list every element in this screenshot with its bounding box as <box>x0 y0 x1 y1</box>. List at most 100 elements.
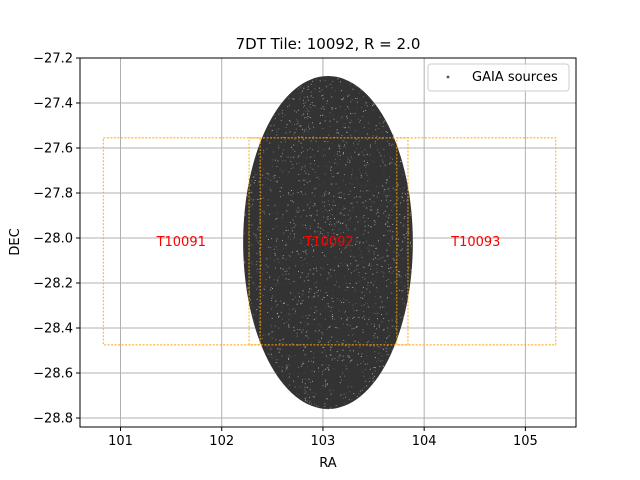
gaia-source-point <box>348 334 350 336</box>
gaia-source-point <box>349 210 351 212</box>
gaia-source-point <box>351 328 353 330</box>
gaia-source-point <box>277 279 279 281</box>
gaia-source-point <box>276 181 278 183</box>
gaia-source-point <box>337 242 339 244</box>
gaia-source-point <box>372 381 374 382</box>
gaia-source-point <box>316 310 318 312</box>
gaia-source-point <box>306 366 308 368</box>
gaia-source-point <box>288 193 290 195</box>
gaia-source-point <box>338 316 340 318</box>
gaia-source-point <box>298 300 299 302</box>
gaia-source-point <box>409 274 411 276</box>
gaia-source-point <box>314 105 316 107</box>
gaia-source-point <box>331 208 333 210</box>
gaia-source-point <box>387 354 389 355</box>
gaia-source-point <box>279 190 281 192</box>
gaia-source-point <box>304 193 306 195</box>
gaia-source-point <box>348 302 350 303</box>
gaia-source-point <box>338 286 340 288</box>
gaia-source-point <box>301 114 303 116</box>
gaia-source-point <box>296 118 298 120</box>
gaia-source-point <box>324 149 326 151</box>
gaia-source-point <box>302 180 304 182</box>
gaia-source-point <box>303 132 305 134</box>
gaia-source-point <box>327 277 329 279</box>
gaia-source-point <box>339 243 341 245</box>
gaia-source-point <box>321 364 323 366</box>
gaia-source-point <box>373 345 375 347</box>
gaia-source-point <box>402 292 404 294</box>
gaia-source-point <box>325 193 327 195</box>
gaia-source-point <box>266 235 268 237</box>
gaia-source-point <box>402 240 404 242</box>
gaia-source-point <box>318 234 320 235</box>
gaia-source-point <box>387 336 389 338</box>
gaia-source-point <box>264 285 266 287</box>
gaia-source-point <box>319 87 320 89</box>
gaia-source-point <box>260 243 262 245</box>
gaia-source-point <box>333 368 335 370</box>
gaia-source-point <box>259 167 261 169</box>
gaia-source-point <box>310 307 312 309</box>
gaia-source-point <box>373 375 375 377</box>
gaia-source-point <box>274 325 276 327</box>
gaia-source-point <box>337 265 339 266</box>
gaia-source-point <box>345 392 347 394</box>
gaia-source-point <box>340 355 342 357</box>
gaia-source-point <box>309 117 311 118</box>
gaia-source-point <box>311 244 313 246</box>
gaia-source-point <box>288 254 290 256</box>
gaia-source-point <box>309 103 311 105</box>
gaia-source-point <box>366 105 368 107</box>
gaia-source-point <box>256 268 258 270</box>
gaia-source-point <box>325 364 327 366</box>
gaia-source-point <box>338 349 340 350</box>
gaia-source-point <box>354 187 356 188</box>
gaia-source-point <box>384 120 385 122</box>
gaia-source-point <box>365 150 367 152</box>
gaia-source-point <box>311 315 313 317</box>
gaia-source-point <box>300 142 302 144</box>
gaia-source-point <box>302 349 304 351</box>
gaia-source-point <box>378 192 380 194</box>
gaia-source-point <box>262 334 264 336</box>
gaia-source-point <box>357 264 359 266</box>
gaia-source-point <box>332 358 334 360</box>
gaia-source-point <box>397 238 399 240</box>
gaia-source-point <box>344 198 346 200</box>
gaia-source-point <box>281 375 283 377</box>
gaia-source-point <box>260 322 262 324</box>
gaia-source-point <box>282 255 284 257</box>
gaia-source-point <box>282 160 284 162</box>
gaia-source-point <box>258 306 260 308</box>
gaia-source-point <box>359 343 361 345</box>
gaia-source-point <box>251 303 253 305</box>
gaia-source-point <box>360 174 362 176</box>
gaia-source-point <box>323 108 325 110</box>
gaia-source-point <box>318 341 320 343</box>
gaia-source-point <box>295 310 296 312</box>
gaia-source-point <box>287 156 289 158</box>
gaia-source-point <box>322 106 324 108</box>
gaia-source-point <box>349 160 351 162</box>
gaia-source-point <box>340 213 342 215</box>
gaia-source-point <box>403 200 405 202</box>
y-axis-label: DEC <box>8 228 23 255</box>
gaia-source-point <box>365 272 367 274</box>
gaia-source-point <box>351 99 353 101</box>
gaia-source-point <box>264 177 266 179</box>
gaia-source-point <box>322 333 324 335</box>
gaia-source-point <box>294 296 296 298</box>
gaia-source-point <box>280 141 282 143</box>
gaia-source-point <box>389 230 391 232</box>
gaia-source-point <box>348 268 350 270</box>
gaia-source-point <box>329 147 330 149</box>
gaia-source-point <box>337 342 339 344</box>
gaia-source-point <box>303 280 305 282</box>
gaia-source-point <box>342 264 343 266</box>
gaia-source-point <box>332 204 334 206</box>
gaia-source-point <box>334 90 336 92</box>
gaia-source-point <box>272 159 274 161</box>
gaia-source-point <box>371 344 372 346</box>
gaia-source-point <box>341 379 343 381</box>
